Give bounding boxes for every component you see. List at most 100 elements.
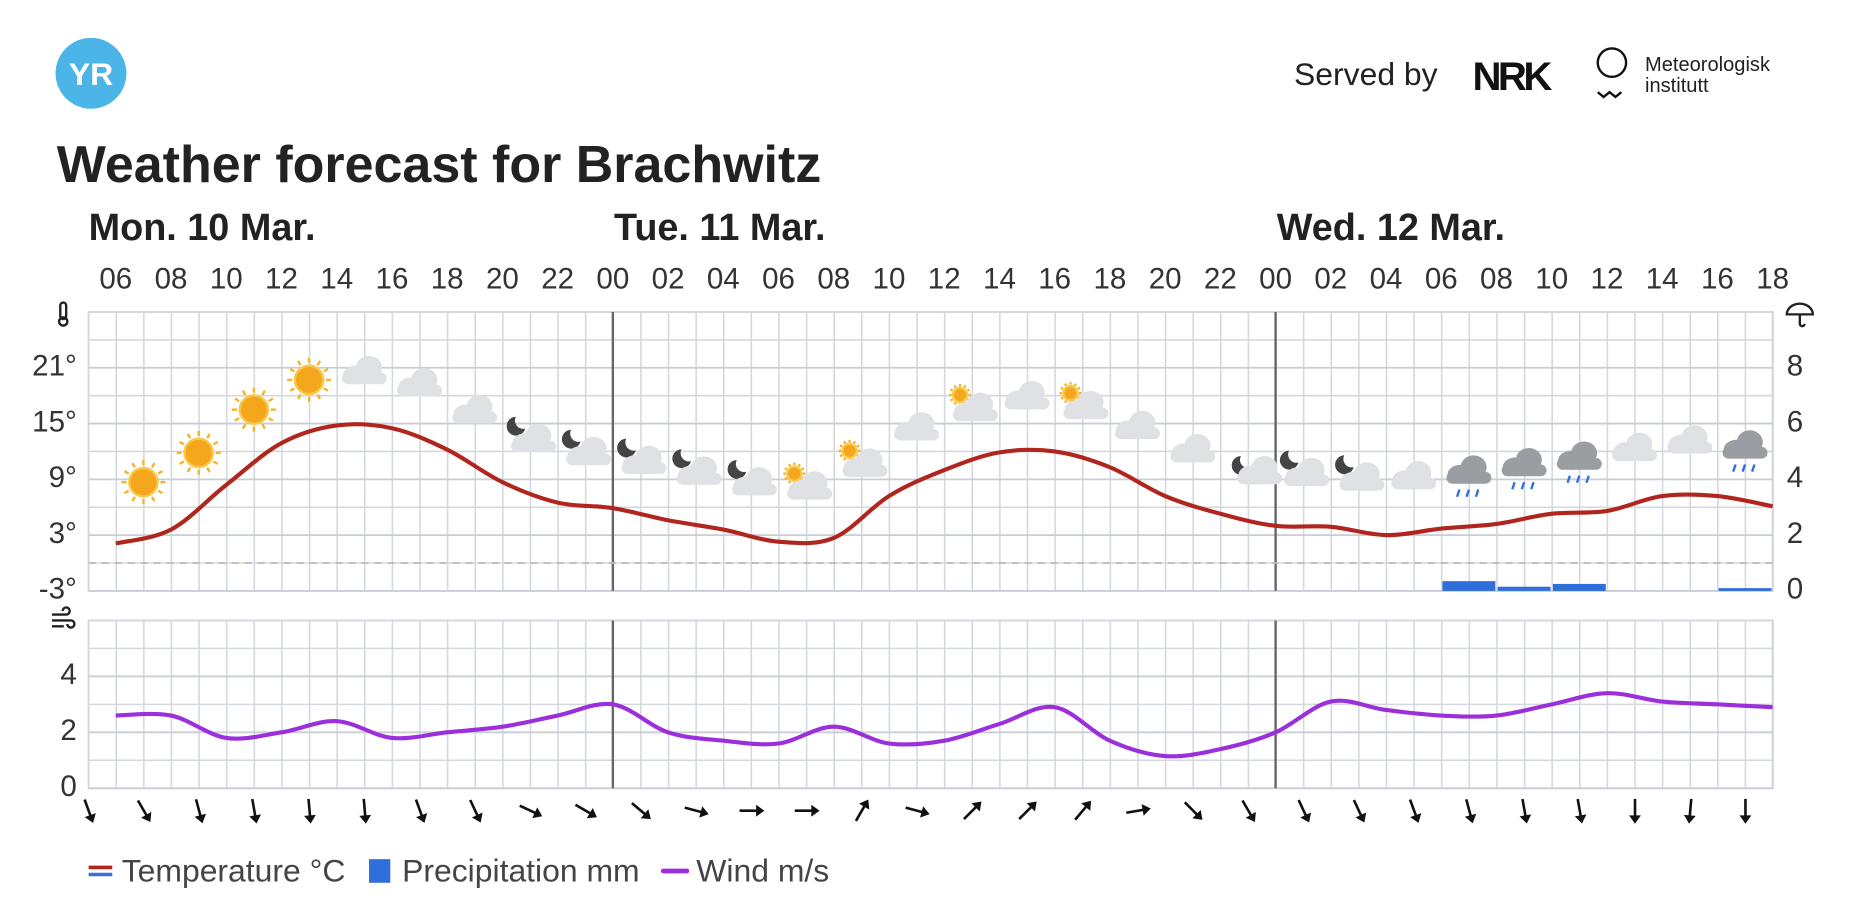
sun-ray: [953, 401, 957, 406]
wind-arrow: [574, 803, 597, 819]
cloud: [1446, 471, 1492, 484]
rain: [1511, 481, 1516, 490]
legend-label: Wind m/s: [696, 853, 829, 889]
sun-ray: [131, 462, 136, 469]
sun-ray: [206, 467, 211, 473]
wind-arrow-head: [1464, 813, 1477, 824]
weather-symbol: [783, 462, 833, 500]
wind-arrow: [1519, 798, 1532, 824]
rain: [1750, 464, 1756, 473]
sun-ray: [261, 423, 266, 430]
sun: [786, 465, 803, 482]
weather-symbol: [1556, 441, 1602, 484]
sun-ray: [157, 489, 164, 495]
weather-symbol: [341, 355, 387, 385]
wind-arrow-head: [1081, 800, 1092, 811]
x-tick-label: 00: [1259, 262, 1292, 295]
weather-symbol: [121, 460, 166, 505]
weather-symbol: [1115, 410, 1160, 440]
precip-bar: [1718, 588, 1772, 591]
line: [115, 422, 1774, 546]
sun-ray: [268, 417, 274, 422]
weather-symbol: [727, 459, 777, 496]
x-tick-label: 18: [1756, 262, 1789, 295]
wind-icon: [51, 606, 76, 629]
weather-symbol: [617, 438, 667, 475]
cloud: [1170, 450, 1216, 463]
wind-arrow-head: [471, 812, 483, 823]
sun-ray: [289, 367, 295, 373]
cloud: [787, 487, 833, 500]
cloud: [341, 372, 387, 385]
rain: [1741, 464, 1747, 473]
wind-arrow-head: [359, 814, 372, 824]
cloud: [952, 409, 998, 422]
rain: [1585, 475, 1590, 484]
sun-ray: [234, 397, 240, 403]
rain: [1520, 481, 1526, 490]
x-tick-label: 16: [1038, 262, 1071, 295]
wind-arrow: [1126, 804, 1151, 816]
cloud: [397, 384, 443, 397]
sun-ray: [186, 433, 192, 439]
wind-arrow-head: [859, 799, 870, 810]
moon: [561, 429, 581, 449]
y-tick-label: 21°: [32, 350, 77, 383]
cloud: [621, 462, 667, 475]
y2-tick-label: 0: [1787, 573, 1803, 606]
sun-ray: [323, 367, 329, 373]
x-tick-label: 06: [99, 262, 132, 295]
sun-ray: [1060, 396, 1064, 400]
day-label: Tue. 11 Mar.: [614, 207, 825, 249]
wind-arrow: [854, 799, 870, 822]
cloud: [1115, 427, 1160, 440]
sun-ray: [797, 463, 801, 467]
sun-ray: [1060, 386, 1064, 390]
wind-arrow: [469, 799, 483, 823]
weather-symbol: [561, 429, 612, 466]
cloud: [1391, 477, 1437, 490]
wind-arrow: [1408, 799, 1422, 823]
x-tick-label: 08: [1480, 262, 1513, 295]
legend-label: Temperature °C: [122, 853, 346, 889]
weather-symbol: [1391, 460, 1437, 490]
umbrella-icon: [1785, 302, 1815, 328]
moon: [1279, 450, 1299, 470]
wind-arrow-head: [756, 804, 765, 817]
weather-symbol: [1667, 425, 1713, 454]
x-tick-label: 06: [762, 262, 795, 295]
sun-ray: [179, 440, 185, 446]
sun-ray: [963, 384, 967, 389]
wind-arrow-head: [1683, 814, 1696, 824]
y2-tick-label: 2: [1787, 517, 1803, 550]
y-tick-label: -3°: [39, 573, 77, 606]
sun-ray: [966, 388, 971, 392]
precip-bar: [1497, 586, 1551, 591]
wind-arrow: [631, 802, 651, 820]
y-tick-label: 0: [60, 770, 76, 803]
x-tick-label: 10: [873, 262, 906, 295]
served-by: Served by: [1294, 56, 1438, 92]
day-label: Mon. 10 Mar.: [89, 207, 316, 249]
cloud: [842, 464, 888, 477]
wind-arrow-head: [1026, 801, 1037, 812]
wind-arrow: [1352, 799, 1367, 823]
wind-arrow: [194, 798, 207, 824]
sun: [293, 364, 325, 396]
sun-ray: [150, 462, 156, 469]
wind-arrow: [1629, 798, 1641, 824]
sun-ray: [787, 463, 792, 467]
sun-ray: [241, 423, 247, 430]
wind-arrow-head: [971, 801, 982, 812]
x-tick-label: 06: [1425, 262, 1458, 295]
sun: [841, 442, 858, 460]
nrk-logo: NRK: [1472, 54, 1552, 99]
sun-ray: [1063, 399, 1068, 404]
met-name: institutt: [1645, 75, 1709, 97]
wind-arrow: [905, 806, 930, 818]
wind-arrow-head: [586, 807, 597, 819]
wind-arrow: [1183, 801, 1203, 820]
x-tick-label: 10: [210, 262, 243, 295]
x-tick-label: 14: [1646, 262, 1679, 295]
